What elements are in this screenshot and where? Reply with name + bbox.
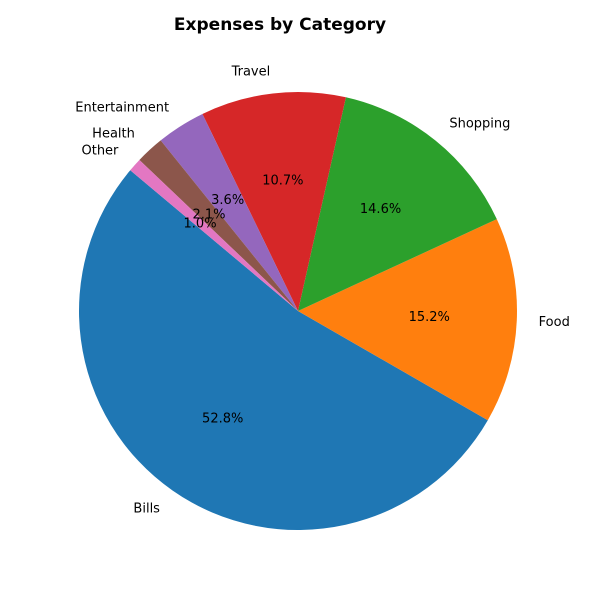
slice-percent-entertainment: 3.6%: [211, 193, 244, 208]
slice-label-bills: Bills: [133, 501, 160, 516]
slice-percent-bills: 52.8%: [202, 412, 243, 427]
pie-slice-other: [130, 159, 298, 311]
slice-label-travel: Travel: [231, 65, 271, 80]
pie-slice-bills: [78, 170, 488, 531]
slice-label-food: Food: [539, 315, 570, 330]
pie-slices: [78, 91, 517, 531]
slice-label-health: Health: [92, 127, 135, 142]
slice-percent-health: 2.1%: [193, 207, 226, 222]
pie-slice-shopping: [298, 97, 497, 311]
slice-percent-food: 15.2%: [409, 310, 450, 325]
slice-label-entertainment: Entertainment: [75, 101, 169, 116]
pie-slice-health: [139, 140, 298, 311]
slice-percent-shopping: 14.6%: [360, 202, 401, 217]
pie-slice-travel: [202, 91, 346, 311]
pie-slice-entertainment: [160, 113, 298, 311]
slice-label-other: Other: [81, 143, 119, 158]
slice-percent-travel: 10.7%: [262, 173, 303, 188]
pie-labels: Bills 52.8% Food 15.2% Shopping 14.6% Travel 10…: [75, 65, 570, 517]
slice-percent-other: 1.0%: [184, 216, 217, 231]
slice-label-shopping: Shopping: [449, 117, 510, 132]
pie-slice-food: [298, 219, 517, 421]
chart-title: Expenses by Category: [174, 15, 386, 35]
